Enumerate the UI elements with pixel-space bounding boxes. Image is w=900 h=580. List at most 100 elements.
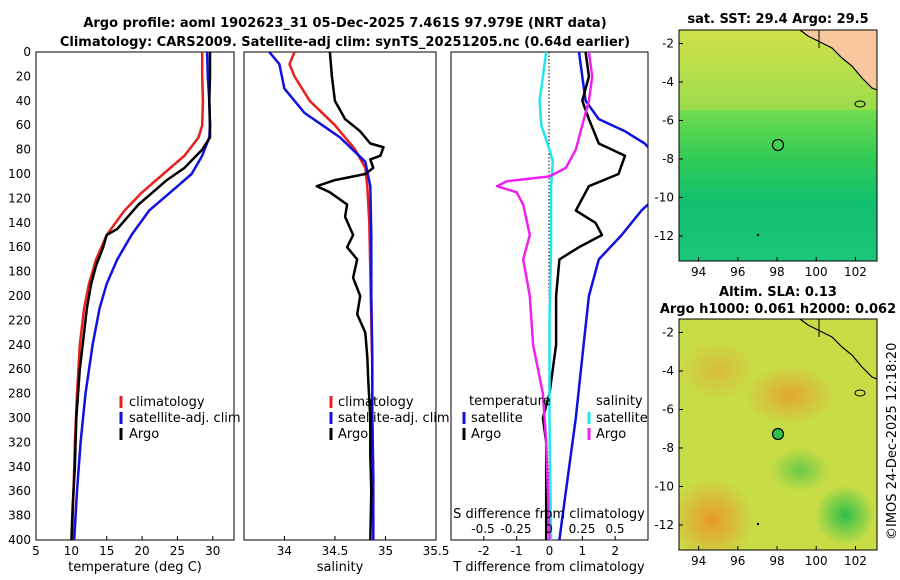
sst-map-ticks: 94 96 98 100 102 -2 -4 -6 -8 -10 -12: [654, 36, 866, 279]
sst-argo-marker: [771, 138, 785, 152]
map-lat-tick-label: -6: [662, 402, 674, 416]
sla-low-2: [770, 448, 830, 492]
s-difference-tick-label: -0.5: [471, 522, 494, 536]
legend-salinity-title: salinity: [596, 394, 643, 409]
depth-tick-label: 280: [8, 387, 31, 401]
map-lat-tick-label: -4: [662, 75, 674, 89]
sla-high-1: [745, 365, 835, 425]
temperature-x-axis: 5 10 15 20 25 30: [32, 536, 220, 558]
salinity-xlabel: salinity: [317, 560, 364, 575]
depth-tick-label: 360: [8, 484, 31, 498]
sst-land: [800, 30, 877, 90]
depth-tick-label: 60: [16, 118, 31, 132]
sst-map-title: sat. SST: 29.4 Argo: 29.5: [687, 12, 868, 27]
s-difference-tick-label: 0.5: [605, 522, 624, 536]
sla-coastline: [799, 319, 877, 380]
title-line-2: Climatology: CARS2009. Satellite-adj cli…: [60, 35, 630, 50]
depth-tick-label: 100: [8, 167, 31, 181]
legend-argo: Argo: [129, 427, 159, 442]
legend-s-satellite: satellite: [596, 411, 648, 426]
s-difference-tick-label: 0: [545, 522, 553, 536]
sst-map-panel: sat. SST: 29.4 Argo: 29.5 94 96 98 100 102 -2…: [654, 12, 878, 279]
temperature-tick-label: 15: [99, 544, 114, 558]
sla-map-ticks: 94 96 98 100 102 -2 -4 -6 -8 -10 -12: [654, 325, 866, 568]
series-line-salinity-satellite: [538, 52, 555, 540]
sst-island: [854, 100, 866, 108]
sst-map-frame: [678, 29, 878, 262]
title-line-1: Argo profile: aoml 1902623_31 05-Dec-202…: [83, 16, 606, 31]
salinity-tick-label: 34.5: [322, 544, 349, 558]
series-line-argo: [70, 52, 212, 540]
difference-tick-label: -2: [478, 544, 490, 558]
difference-tick-label: 2: [611, 544, 619, 558]
sla-map-panel: Altim. SLA: 0.13 Argo h1000: 0.061 h2000…: [654, 285, 896, 568]
temperature-xlabel: temperature (deg C): [68, 560, 202, 575]
difference-tick-label: -1: [511, 544, 523, 558]
map-lat-tick-label: -10: [654, 190, 674, 204]
legend-satellite: satellite-adj. clim: [338, 411, 450, 426]
depth-tick-label: 20: [16, 69, 31, 83]
depth-tick-label: 240: [8, 338, 31, 352]
sla-map-frame: [678, 318, 878, 551]
depth-tick-label: 340: [8, 460, 31, 474]
difference-legend-temperature: temperature satellite Argo: [462, 394, 551, 442]
map-lat-tick-label: -12: [654, 518, 674, 532]
map-lon-tick-label: 98: [769, 554, 784, 568]
legend-climatology: climatology: [338, 395, 414, 410]
imos-credit: ©IMOS 24-Dec-2025 12:18:20: [885, 343, 900, 540]
salinity-tick-label: 35.5: [423, 544, 450, 558]
sla-low-1: [815, 485, 875, 545]
sla-high-3: [680, 340, 756, 400]
difference-tick-label: 1: [579, 544, 587, 558]
t-difference-xlabel: T difference from climatology: [452, 560, 645, 575]
series-line-argo: [315, 52, 385, 540]
depth-tick-label: 300: [8, 411, 31, 425]
depth-tick-label: 320: [8, 435, 31, 449]
depth-tick-label: 200: [8, 289, 31, 303]
temperature-tick-label: 5: [32, 544, 40, 558]
legend-t-satellite: satellite: [471, 411, 523, 426]
map-lat-tick-label: -2: [662, 36, 674, 50]
map-lat-tick-label: -12: [654, 229, 674, 243]
map-lat-tick-label: -4: [662, 364, 674, 378]
salinity-tick-label: 34: [277, 544, 292, 558]
map-lat-tick-label: -8: [662, 152, 674, 166]
map-lat-tick-label: -6: [662, 113, 674, 127]
difference-tick-label: 0: [546, 544, 554, 558]
map-lon-tick-label: 102: [844, 265, 867, 279]
series-line-temperature-satellite: [558, 52, 648, 540]
map-lon-tick-label: 98: [769, 265, 784, 279]
temperature-tick-label: 30: [205, 544, 220, 558]
depth-tick-label: 260: [8, 362, 31, 376]
depth-tick-label: 160: [8, 240, 31, 254]
salinity-legend: climatology satellite-adj. clim Argo: [329, 395, 450, 442]
depth-tick-label: 80: [16, 143, 31, 157]
sla-high-2: [679, 478, 754, 550]
map-lon-tick-label: 102: [844, 554, 867, 568]
temperature-tick-label: 10: [64, 544, 79, 558]
difference-panel: -2 -1 0 1 2 T difference from climatology S …: [450, 51, 649, 575]
depth-tick-label: 40: [16, 94, 31, 108]
sla-map-title-1: Altim. SLA: 0.13: [719, 285, 837, 300]
legend-argo: Argo: [338, 427, 368, 442]
s-difference-ticks: -0.5 -0.25 0 0.25 0.5: [471, 522, 624, 536]
map-lon-tick-label: 100: [805, 554, 828, 568]
map-lon-tick-label: 96: [730, 554, 745, 568]
map-lon-tick-label: 94: [691, 265, 706, 279]
legend-satellite: satellite-adj. clim: [129, 411, 241, 426]
legend-climatology: climatology: [129, 395, 205, 410]
series-line-salinity-argo: [495, 52, 594, 540]
depth-tick-label: 140: [8, 216, 31, 230]
map-lon-tick-label: 94: [691, 554, 706, 568]
map-lat-tick-label: -10: [654, 479, 674, 493]
depth-axis: 0 20 40 60 80 100 120 140 160 180 200 220 240 260 280 3…: [8, 45, 31, 547]
map-lon-tick-label: 96: [730, 265, 745, 279]
sst-field: [679, 30, 877, 261]
temperature-tick-label: 20: [134, 544, 149, 558]
legend-t-argo: Argo: [471, 427, 501, 442]
difference-legend-salinity: salinity satellite Argo: [587, 394, 648, 442]
difference-lines: [495, 52, 648, 540]
sst-point-marker: [756, 233, 760, 237]
depth-tick-label: 220: [8, 313, 31, 327]
temperature-tick-label: 25: [170, 544, 185, 558]
